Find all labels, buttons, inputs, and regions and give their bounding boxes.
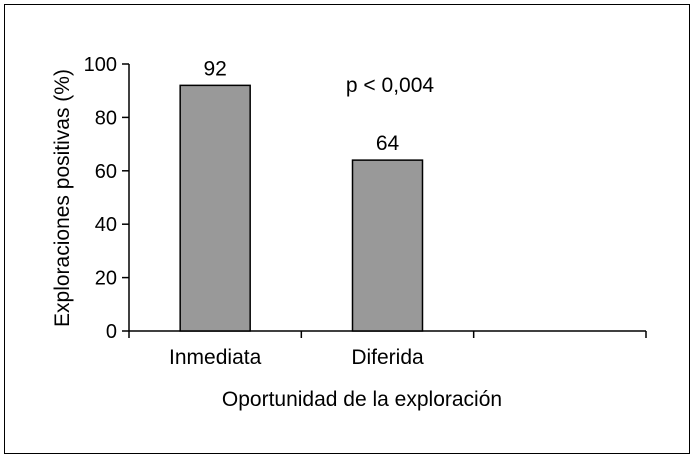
value-label-diferida: 64: [376, 132, 400, 155]
y-tick-label-80: 80: [95, 107, 117, 129]
x-tick-label-diferida: Diferida: [351, 346, 424, 369]
y-tick-label-100: 100: [84, 54, 117, 76]
annotation-p-value: p < 0,004: [346, 74, 434, 97]
bar-inmediata: [179, 84, 251, 332]
y-tick-label-20: 20: [95, 268, 117, 290]
value-label-inmediata: 92: [203, 57, 226, 80]
y-ticks: 0 20 40 60 80 100: [84, 54, 129, 343]
x-axis-title: Oportunidad de la exploración: [222, 388, 502, 411]
y-tick-label-60: 60: [95, 161, 117, 183]
data-labels: 92 64: [203, 57, 399, 155]
y-axis-title: Exploraciones positivas (%): [51, 69, 74, 327]
x-ticks: Inmediata Diferida: [128, 331, 647, 369]
y-tick-label-40: 40: [95, 214, 117, 236]
bars: [179, 84, 424, 332]
x-tick-label-inmediata: Inmediata: [169, 346, 262, 369]
y-tick-label-0: 0: [106, 321, 117, 343]
bar-diferida: [351, 159, 424, 332]
chart-frame: [4, 4, 690, 454]
